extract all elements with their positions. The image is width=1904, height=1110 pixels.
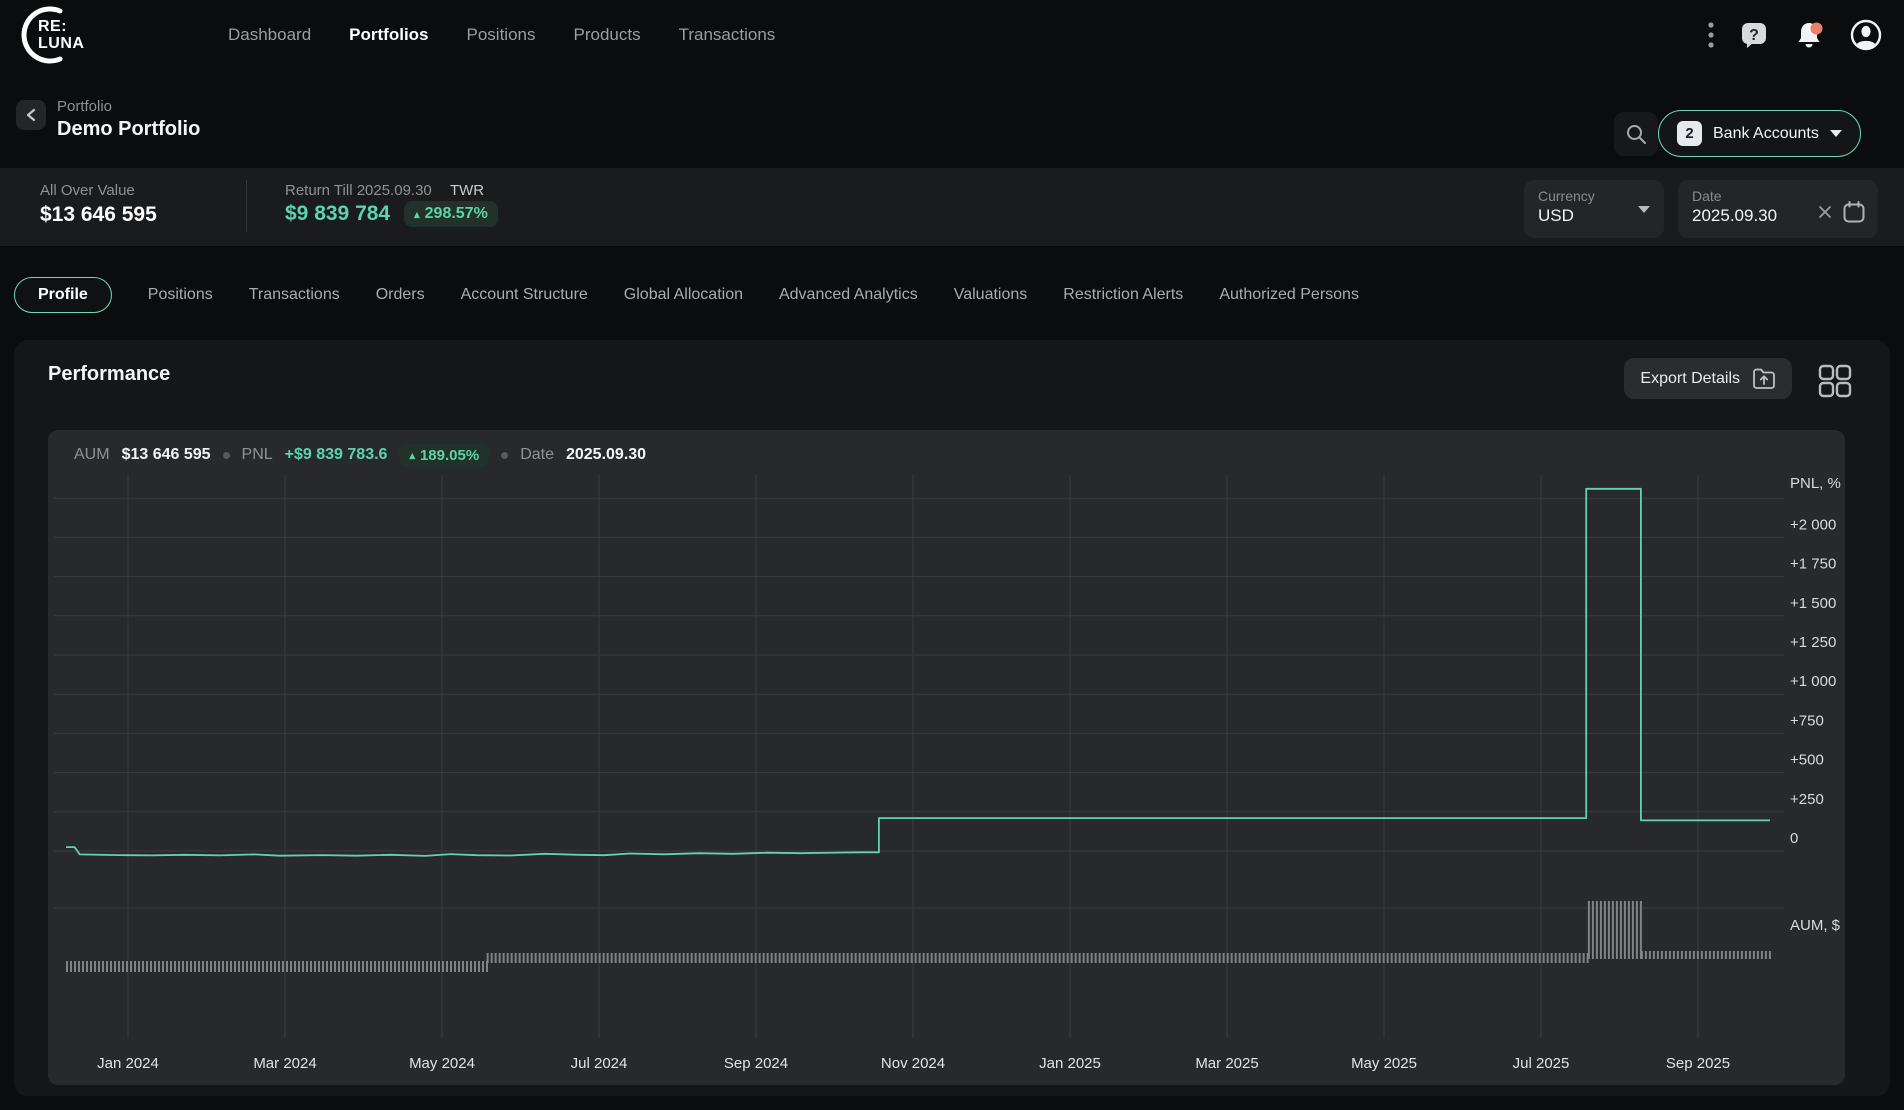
legend-separator-dot — [223, 452, 230, 459]
export-details-button[interactable]: Export Details — [1624, 358, 1792, 399]
app-logo[interactable]: RE: LUNA — [16, 6, 186, 64]
tab-valuations[interactable]: Valuations — [954, 286, 1028, 304]
notifications-bell-icon[interactable] — [1794, 20, 1824, 50]
return-value: $9 839 784 — [285, 202, 390, 226]
chart-legend: AUM $13 646 595 PNL +$9 839 783.6 ▴ 189.… — [74, 441, 646, 469]
page-title: Demo Portfolio — [57, 118, 200, 141]
tab-authorized-persons[interactable]: Authorized Persons — [1219, 286, 1359, 304]
legend-pnl-pct-badge: ▴ 189.05% — [399, 444, 489, 467]
return-pct-badge: ▴ 298.57% — [404, 201, 498, 227]
return-pct: 298.57% — [425, 205, 488, 223]
tab-global-allocation[interactable]: Global Allocation — [624, 286, 743, 304]
x-axis-label: Mar 2025 — [1195, 1055, 1258, 1072]
logo-text-line2: LUNA — [38, 35, 84, 52]
pnl-axis-tick-label: +500 — [1790, 752, 1824, 769]
portfolio-tabs: Profile Positions Transactions Orders Ac… — [0, 272, 1904, 318]
x-axis-label: Jan 2024 — [97, 1055, 159, 1072]
legend-aum-label: AUM — [74, 446, 110, 464]
legend-pnl-pct: 189.05% — [420, 447, 479, 464]
all-over-value-label: All Over Value — [40, 182, 157, 199]
nav-item-products[interactable]: Products — [574, 25, 641, 45]
currency-select[interactable]: Currency USD — [1524, 180, 1664, 238]
performance-chart-svg: Jan 2024 Mar 2024 May 2024 Jul 2024 Sep 2024… — [48, 430, 1845, 1085]
x-axis-label: Nov 2024 — [881, 1055, 945, 1072]
legend-pnl-value: +$9 839 783.6 — [285, 446, 388, 464]
pnl-axis-tick-label: 0 — [1790, 830, 1798, 847]
help-icon[interactable]: ? — [1740, 21, 1768, 49]
up-arrow-icon: ▴ — [414, 208, 420, 221]
nav-item-portfolios[interactable]: Portfolios — [349, 25, 428, 45]
x-axis-label: Sep 2024 — [724, 1055, 788, 1072]
kebab-menu-icon[interactable] — [1708, 22, 1714, 48]
widgets-grid-icon[interactable] — [1818, 364, 1852, 398]
pnl-axis-tick-label: +2 000 — [1790, 516, 1836, 533]
notification-dot — [1811, 23, 1823, 35]
pnl-axis-tick-label: +750 — [1790, 712, 1824, 729]
x-axis-label: May 2025 — [1351, 1055, 1417, 1072]
logo-text-line1: RE: — [38, 18, 84, 35]
bank-accounts-count-badge: 2 — [1677, 121, 1702, 146]
profile-avatar-icon[interactable] — [1850, 19, 1882, 51]
clear-date-icon[interactable] — [1818, 205, 1832, 219]
legend-date-value: 2025.09.30 — [566, 446, 646, 464]
divider — [246, 180, 247, 232]
up-arrow-icon: ▴ — [409, 449, 415, 462]
nav-item-transactions[interactable]: Transactions — [679, 25, 776, 45]
pnl-axis-tick-label: +1 750 — [1790, 556, 1836, 573]
calendar-icon[interactable] — [1842, 200, 1866, 224]
x-axis-label: May 2024 — [409, 1055, 475, 1072]
return-mode-label: TWR — [450, 182, 484, 199]
legend-separator-dot — [501, 452, 508, 459]
date-picker[interactable]: Date 2025.09.30 — [1678, 180, 1878, 238]
chevron-down-icon — [1638, 206, 1650, 213]
tab-positions[interactable]: Positions — [148, 286, 213, 304]
legend-pnl-label: PNL — [242, 446, 273, 464]
performance-card: Performance Export Details AUM $13 646 5… — [14, 340, 1890, 1096]
search-button[interactable] — [1614, 112, 1658, 156]
export-details-label: Export Details — [1640, 370, 1740, 388]
pnl-axis-tick-label: +250 — [1790, 791, 1824, 808]
performance-title: Performance — [48, 363, 170, 386]
x-axis-label: Jul 2024 — [571, 1055, 628, 1072]
back-button[interactable] — [16, 100, 46, 130]
x-axis-label: Jul 2025 — [1513, 1055, 1570, 1072]
tab-restriction-alerts[interactable]: Restriction Alerts — [1063, 286, 1183, 304]
pnl-axis-tick-label: +1 000 — [1790, 673, 1836, 690]
x-axis-label: Sep 2025 — [1666, 1055, 1730, 1072]
nav-links: Dashboard Portfolios Positions Products … — [228, 25, 775, 45]
all-over-value: $13 646 595 — [40, 203, 157, 227]
nav-item-positions[interactable]: Positions — [467, 25, 536, 45]
currency-value: USD — [1538, 206, 1650, 226]
pnl-axis-title: PNL, % — [1790, 475, 1841, 492]
top-nav-bar: RE: LUNA Dashboard Portfolios Positions … — [0, 0, 1904, 70]
tab-advanced-analytics[interactable]: Advanced Analytics — [779, 286, 918, 304]
currency-label: Currency — [1538, 188, 1650, 204]
bank-accounts-label: Bank Accounts — [1713, 125, 1819, 143]
chevron-left-icon — [25, 108, 37, 122]
svg-text:?: ? — [1749, 27, 1759, 44]
pnl-axis-tick-label: +1 250 — [1790, 634, 1836, 651]
breadcrumb: Portfolio — [57, 98, 112, 115]
aum-axis-title: AUM, $ — [1790, 917, 1841, 934]
tab-transactions[interactable]: Transactions — [249, 286, 340, 304]
chevron-down-icon — [1830, 130, 1842, 137]
tab-orders[interactable]: Orders — [376, 286, 425, 304]
nav-item-dashboard[interactable]: Dashboard — [228, 25, 311, 45]
legend-date-label: Date — [520, 446, 554, 464]
pnl-axis-tick-label: +1 500 — [1790, 595, 1836, 612]
performance-chart-panel[interactable]: AUM $13 646 595 PNL +$9 839 783.6 ▴ 189.… — [48, 430, 1845, 1085]
tab-account-structure[interactable]: Account Structure — [461, 286, 588, 304]
tab-profile[interactable]: Profile — [14, 277, 112, 313]
x-axis-label: Mar 2024 — [253, 1055, 316, 1072]
legend-aum-value: $13 646 595 — [122, 446, 211, 464]
search-icon — [1625, 123, 1647, 145]
export-folder-icon — [1752, 368, 1776, 390]
bank-accounts-dropdown[interactable]: 2 Bank Accounts — [1658, 110, 1861, 157]
summary-bar: All Over Value $13 646 595 Return Till 2… — [0, 168, 1904, 246]
return-till-label: Return Till 2025.09.30 — [285, 182, 432, 199]
x-axis-label: Jan 2025 — [1039, 1055, 1101, 1072]
